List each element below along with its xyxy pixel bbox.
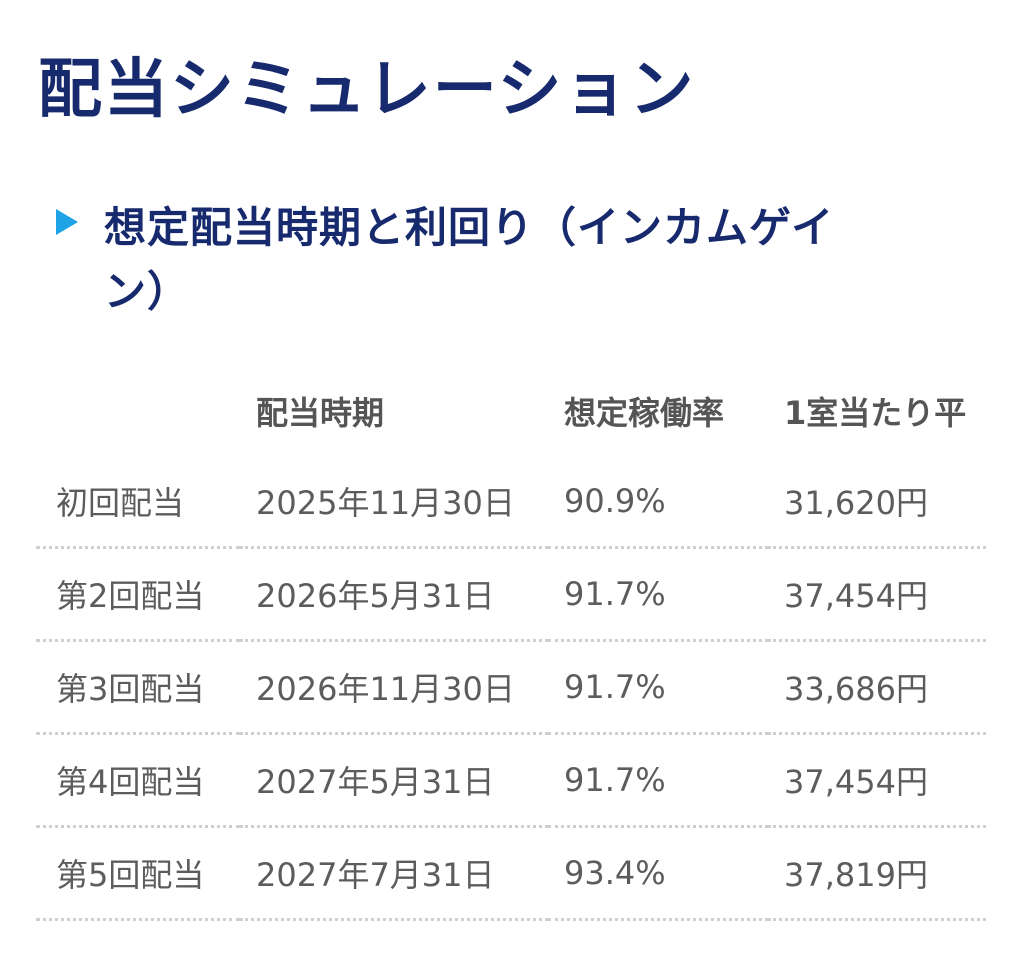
header-amount-per-room: 1室当たり平 — [784, 394, 967, 432]
row-rate: 90.9% — [548, 456, 768, 549]
row-date: 2027年7月31日 — [240, 826, 548, 921]
table-row: 第5回配当 2027年7月31日 93.4% 37,819円 — [36, 826, 986, 921]
row-date: 2026年11月30日 — [240, 640, 548, 735]
row-date: 2026年5月31日 — [240, 547, 548, 642]
row-rate: 93.4% — [548, 826, 768, 921]
header-occupancy-rate: 想定稼働率 — [564, 394, 725, 432]
row-rate: 91.7% — [548, 733, 768, 828]
row-label: 第2回配当 — [36, 547, 240, 642]
row-label: 第5回配当 — [36, 826, 240, 921]
row-amount: 37,819円 — [768, 826, 986, 921]
page-title: 配当シミュレーション — [38, 53, 696, 127]
section-heading-text: 想定配当時期と利回り（インカムゲイン） — [104, 203, 835, 316]
row-date: 2027年5月31日 — [240, 733, 548, 828]
table-row: 第3回配当 2026年11月30日 91.7% 33,686円 — [36, 640, 986, 735]
row-amount: 37,454円 — [768, 733, 986, 828]
table-row: 初回配当 2025年11月30日 90.9% 31,620円 — [36, 456, 986, 549]
header-dividend-period: 配当時期 — [256, 394, 385, 432]
row-amount: 37,454円 — [768, 547, 986, 642]
dividend-table: 配当時期 想定稼働率 1室当たり平 初回配当 2025年11月30日 90.9%… — [36, 366, 986, 921]
dividend-table-scroll-area[interactable]: 配当時期 想定稼働率 1室当たり平 初回配当 2025年11月30日 90.9%… — [36, 366, 986, 961]
row-label: 第3回配当 — [36, 640, 240, 735]
row-label: 第4回配当 — [36, 733, 240, 828]
triangle-right-icon — [56, 209, 78, 235]
row-label: 初回配当 — [36, 456, 240, 549]
row-amount: 33,686円 — [768, 640, 986, 735]
header-label — [36, 366, 240, 456]
row-rate: 91.7% — [548, 640, 768, 735]
table-header-row: 配当時期 想定稼働率 1室当たり平 — [36, 366, 986, 456]
table-row: 第2回配当 2026年5月31日 91.7% 37,454円 — [36, 547, 986, 642]
row-date: 2025年11月30日 — [240, 456, 548, 549]
row-amount: 31,620円 — [768, 456, 986, 549]
row-rate: 91.7% — [548, 547, 768, 642]
table-row: 第4回配当 2027年5月31日 91.7% 37,454円 — [36, 733, 986, 828]
